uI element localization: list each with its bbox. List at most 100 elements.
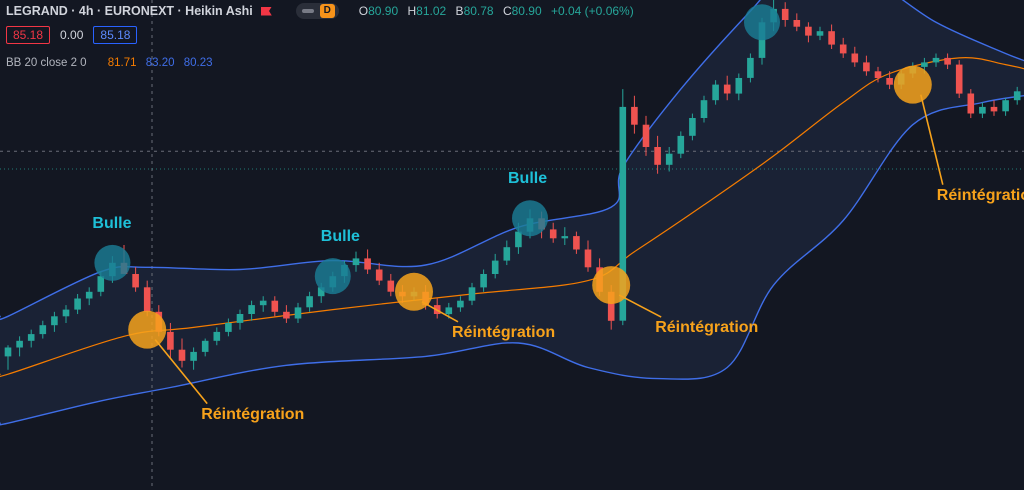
candle-body xyxy=(932,57,940,63)
candle xyxy=(271,296,279,317)
candle-body xyxy=(584,249,592,268)
ohlc-change: +0.04 (+0.06%) xyxy=(550,4,634,18)
bulle-marker xyxy=(314,258,351,295)
candle-body xyxy=(306,296,313,308)
candle xyxy=(190,347,197,370)
candle-body xyxy=(51,316,58,326)
candle xyxy=(4,345,12,370)
candle-body xyxy=(201,340,209,352)
band-fill-layer xyxy=(0,0,1024,425)
candle xyxy=(236,309,244,330)
candle-body xyxy=(747,57,754,78)
ohlc-key-close: C xyxy=(502,4,512,18)
candle xyxy=(851,46,859,67)
candle-body xyxy=(236,314,244,323)
candle xyxy=(1002,98,1009,116)
reintegration-leader-line xyxy=(920,94,944,185)
candle xyxy=(468,282,476,306)
candle xyxy=(1013,86,1021,105)
candle-body xyxy=(259,300,267,306)
candle xyxy=(306,291,313,312)
ohlc-key-low: B xyxy=(455,4,464,18)
candle xyxy=(27,329,35,348)
candle-body xyxy=(364,258,371,270)
candle xyxy=(259,296,267,312)
candle xyxy=(283,305,290,323)
candle-body xyxy=(132,274,139,288)
reintegration-marker xyxy=(893,65,932,104)
candle-body xyxy=(990,106,998,112)
indicator-label: BB 20 close 2 0 xyxy=(6,57,87,69)
candle-body xyxy=(1013,91,1021,101)
candle xyxy=(654,135,661,174)
sell-price-button[interactable]: 85.18 xyxy=(6,26,51,44)
candle xyxy=(828,24,835,49)
candle-body xyxy=(271,300,279,312)
annotation-markers-layer xyxy=(94,4,944,405)
candle-body xyxy=(979,106,986,114)
candle xyxy=(573,231,580,254)
candle-body xyxy=(1002,100,1009,112)
candle-body xyxy=(387,280,395,292)
bulle-label: Bulle xyxy=(92,214,132,232)
candle-body xyxy=(654,147,661,165)
candle xyxy=(62,305,70,323)
candle-body xyxy=(712,84,719,101)
candle-body xyxy=(167,331,174,350)
ohlc-key-high: H xyxy=(407,4,417,18)
candle xyxy=(549,222,557,243)
candle xyxy=(805,22,812,43)
candle xyxy=(178,338,186,368)
indicator-legend[interactable]: BB 20 close 2 0 81.71 83.20 80.23 xyxy=(6,57,213,69)
buy-price-button[interactable]: 85.18 xyxy=(93,26,138,44)
candle xyxy=(213,327,221,346)
candle xyxy=(457,296,464,312)
candle-body xyxy=(85,291,93,299)
candle-body xyxy=(735,78,743,94)
candle-body xyxy=(793,20,801,27)
candle xyxy=(781,2,789,27)
ohlc-value-close: 80.90 xyxy=(511,4,542,18)
bulle-label: Bulle xyxy=(508,170,548,188)
reintegration-marker xyxy=(395,272,433,311)
bulle-marker xyxy=(94,244,131,281)
candle xyxy=(375,262,383,286)
candle-body xyxy=(74,298,81,310)
bollinger-upper-line xyxy=(0,0,1024,321)
candle-body xyxy=(828,31,835,45)
candle xyxy=(747,53,754,83)
ohlc-readout: O80.90 H81.02 B80.78 C80.90 +0.04 (+0.06… xyxy=(359,4,640,18)
minus-icon xyxy=(301,9,314,13)
candle-body xyxy=(468,287,476,301)
ohlc-value-open: 80.90 xyxy=(368,4,399,18)
symbol-title[interactable]: LEGRAND · 4h · EURONEXT · Heikin Ashi xyxy=(6,4,253,18)
ohlc-value-low: 80.78 xyxy=(463,4,494,18)
ohlc-value-high: 81.02 xyxy=(416,4,447,18)
candle-body xyxy=(143,287,151,312)
candle xyxy=(665,147,673,172)
candle xyxy=(990,100,998,116)
reintegration-leader-line xyxy=(618,294,662,318)
candle-body xyxy=(16,340,23,348)
candle xyxy=(631,95,638,134)
candle xyxy=(561,227,569,245)
spread-value: 0.00 xyxy=(60,28,84,42)
candle xyxy=(723,75,731,101)
indicator-middle-value: 81.71 xyxy=(107,57,137,69)
reintegration-label: Réintégration xyxy=(452,323,556,341)
flag-icon[interactable] xyxy=(260,6,272,16)
interval-toggle[interactable]: D xyxy=(295,3,339,19)
candle-body xyxy=(503,247,511,261)
candle-body xyxy=(886,78,893,85)
candle-body xyxy=(677,135,685,154)
bulle-marker xyxy=(512,200,548,237)
reintegration-label: Réintégration xyxy=(655,319,759,337)
candle xyxy=(225,318,232,337)
candle-body xyxy=(573,236,580,250)
candle-body xyxy=(955,64,963,94)
candle xyxy=(874,66,882,83)
candle-body xyxy=(863,62,870,72)
candle xyxy=(39,320,47,339)
